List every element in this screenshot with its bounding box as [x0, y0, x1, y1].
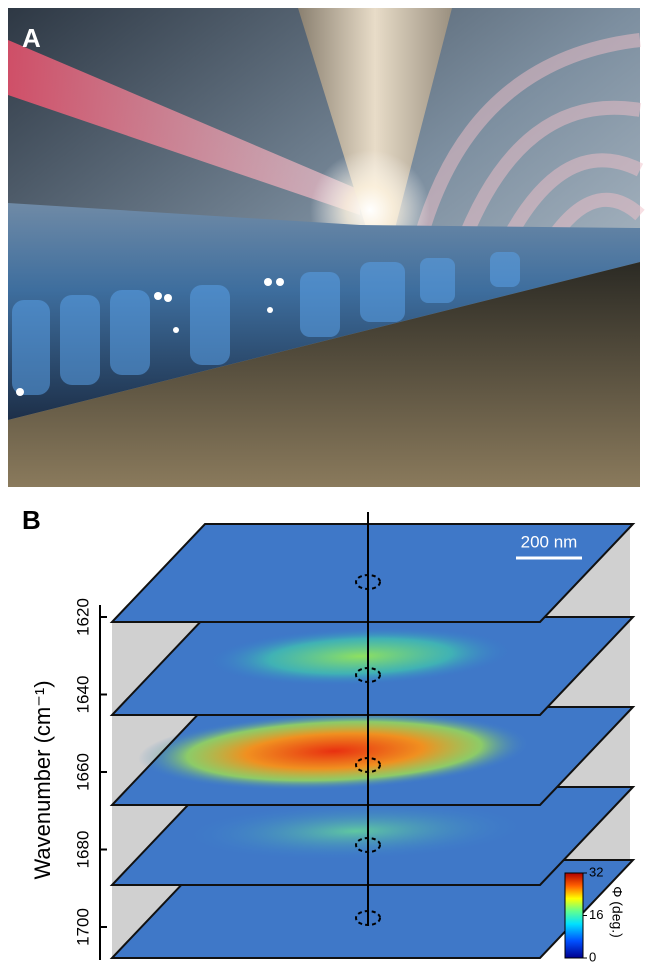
map-layer — [112, 617, 633, 715]
page: A B 200 nm 1620 1640 1660 1680 1700 Wavenumb… — [0, 0, 648, 962]
colorbar — [565, 873, 583, 958]
y-axis-label: Wavenumber (cm⁻¹) — [30, 680, 55, 879]
colorbar-tick-label: 0 — [589, 949, 596, 962]
colorbar-tick-label: 16 — [589, 907, 603, 922]
y-tick-label: 1660 — [73, 753, 92, 791]
panel-label: B — [22, 505, 41, 535]
y-tick-label: 1640 — [73, 676, 92, 714]
colorbar-label: Φ (deg.) — [609, 886, 625, 938]
scale-bar-label: 200 nm — [521, 532, 578, 551]
y-tick-label: 1620 — [73, 598, 92, 636]
y-ticks: 1620 1640 1660 1680 1700 — [73, 598, 107, 946]
figure: A B 200 nm 1620 1640 1660 1680 1700 Wavenumb… — [0, 0, 648, 962]
panel-label: A — [22, 23, 41, 53]
y-tick-label: 1700 — [73, 908, 92, 946]
y-tick-label: 1680 — [73, 831, 92, 869]
colorbar-tick-label: 32 — [589, 864, 603, 879]
panel-a-image: A — [8, 8, 640, 487]
